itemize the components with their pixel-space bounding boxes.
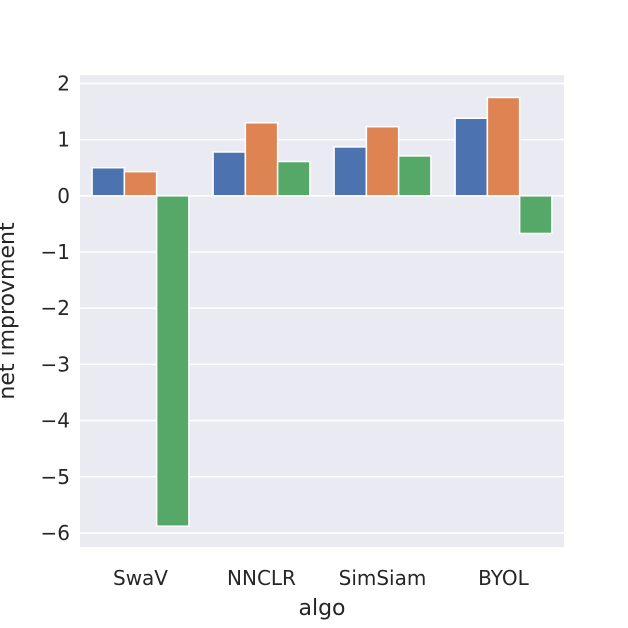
bar-byol-2	[486, 96, 521, 197]
y-axis-label: net improvment	[0, 222, 20, 400]
bar-simsiam-1	[333, 146, 368, 197]
bars	[91, 96, 553, 527]
y-tick-label: 2	[57, 71, 70, 95]
y-tick-label: −3	[41, 352, 70, 376]
bar-simsiam-2	[365, 125, 400, 197]
bar-simsiam-3	[397, 155, 432, 197]
bar-swav-2	[123, 170, 158, 197]
bar-byol-1	[454, 117, 489, 197]
x-axis-ticks: SwaV NNCLR SimSiam BYOL	[113, 566, 530, 590]
y-tick-label: −5	[41, 465, 70, 489]
x-tick-label: SimSiam	[339, 566, 427, 590]
x-axis-label: algo	[298, 596, 345, 621]
x-tick-label: NNCLR	[227, 566, 296, 590]
y-tick-label: 0	[57, 184, 70, 208]
bar-nnclr-3	[276, 160, 311, 197]
y-tick-label: 1	[57, 128, 70, 152]
y-tick-label: −4	[41, 409, 70, 433]
x-tick-label: BYOL	[478, 566, 529, 590]
y-tick-label: −6	[41, 521, 70, 545]
y-tick-label: −2	[41, 296, 70, 320]
bar-swav-3	[155, 195, 190, 527]
bar-nnclr-1	[212, 151, 247, 197]
bar-nnclr-2	[244, 122, 279, 197]
bar-swav-1	[91, 166, 126, 197]
y-tick-label: −1	[41, 240, 70, 264]
bar-byol-3	[518, 195, 553, 235]
x-tick-label: SwaV	[113, 566, 168, 590]
y-axis-ticks: 2 1 0 −1 −2 −3 −4 −5 −6	[41, 71, 70, 545]
